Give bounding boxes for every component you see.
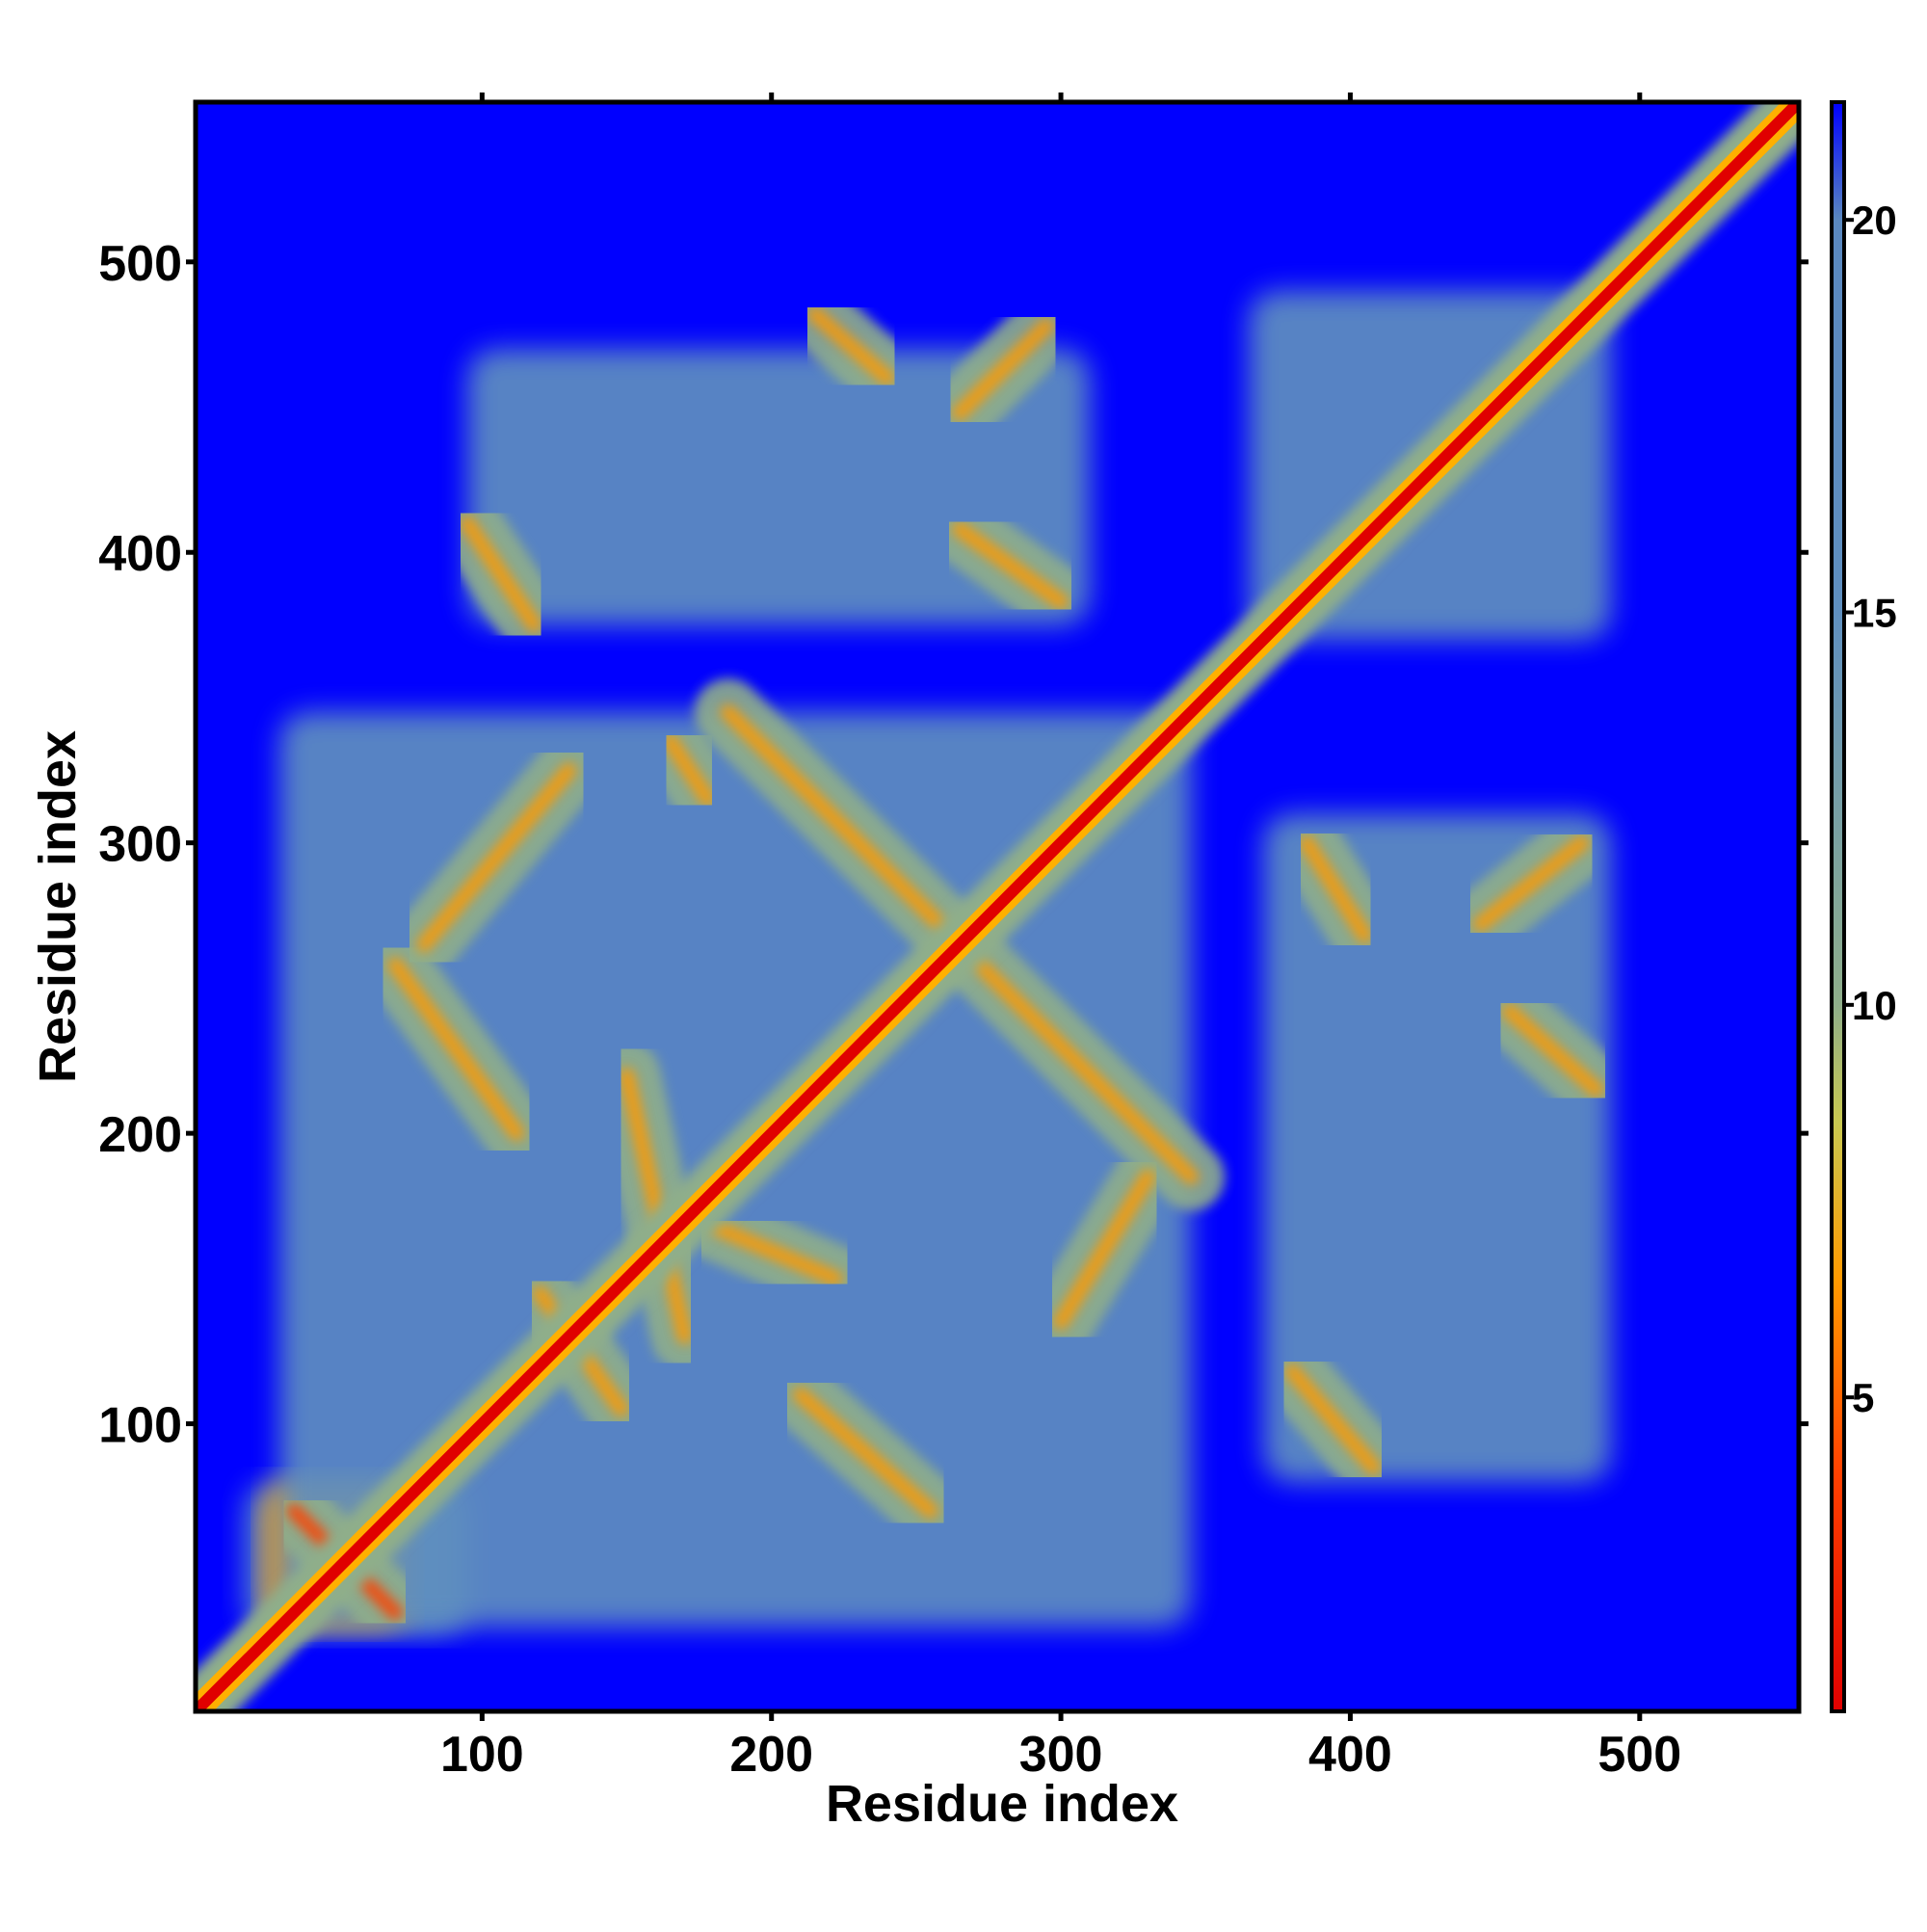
streak-core-s5 — [705, 1218, 843, 1286]
x-tick-label: 400 — [1308, 1727, 1392, 1783]
streak-core-s12 — [951, 318, 1055, 421]
y-tick-label: 300 — [98, 817, 182, 873]
streak-core-s13 — [951, 521, 1069, 610]
streak-core-s11 — [806, 306, 895, 386]
colorbar-tick-label: 15 — [1852, 591, 1897, 636]
streak-core-s7 — [662, 733, 716, 807]
streak-core-s4 — [619, 1067, 693, 1345]
streak-core-s8 — [792, 1387, 938, 1520]
streak-core-s16 — [1501, 1003, 1604, 1098]
diagonal-core — [196, 102, 1799, 1711]
colorbar-tick-label: 10 — [1852, 983, 1897, 1028]
y-axis-label: Residue index — [29, 730, 87, 1083]
x-tick-label: 200 — [729, 1727, 813, 1783]
streak-core-s14 — [1299, 834, 1373, 944]
streak-core-s17 — [1284, 1363, 1382, 1475]
x-tick-label: 500 — [1597, 1727, 1681, 1783]
streak-core-s10 — [460, 516, 542, 633]
y-tick-label: 400 — [98, 526, 182, 582]
x-tick-label: 300 — [1019, 1727, 1103, 1783]
x-axis-label: Residue index — [826, 1775, 1178, 1833]
colorbar-tick-label: 20 — [1852, 198, 1897, 243]
streak-core-s15 — [1472, 834, 1590, 933]
streak-core-s2 — [416, 762, 577, 953]
y-tick-label: 100 — [98, 1398, 182, 1454]
x-axis-ticks: 100 200 300 400 500 — [440, 93, 1681, 1783]
diagonal-band — [196, 102, 1799, 1711]
streak-core-s1 — [387, 957, 525, 1142]
colorbar-ticks: 5 10 15 20 — [1844, 198, 1897, 1420]
y-tick-label: 500 — [98, 236, 182, 292]
y-axis-ticks: 100 200 300 400 500 — [98, 236, 1808, 1454]
contact-patch-block-400-300 — [1263, 813, 1611, 1482]
plot-frame — [193, 99, 1802, 1714]
x-tick-label: 100 — [440, 1727, 524, 1783]
colorbar — [1830, 100, 1846, 1713]
streak-core-s9 — [1053, 1169, 1156, 1331]
y-tick-label: 200 — [98, 1107, 182, 1163]
colorbar-tick-label: 5 — [1852, 1375, 1874, 1420]
